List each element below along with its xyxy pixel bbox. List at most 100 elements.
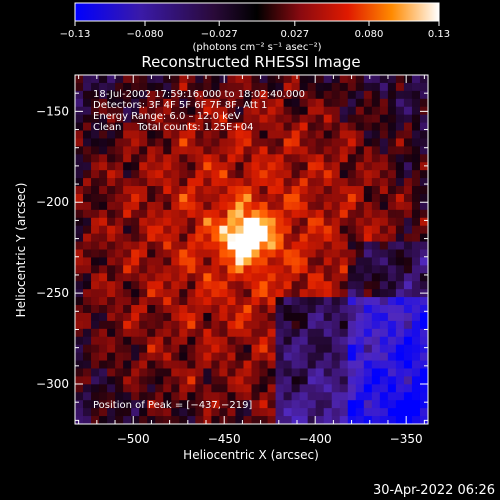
heatmap-cell — [147, 344, 156, 354]
heatmap-cell — [163, 201, 172, 211]
heatmap-cell — [219, 312, 229, 322]
heatmap-cell — [347, 130, 357, 140]
heatmap-cell — [283, 225, 293, 235]
heatmap-cell — [155, 265, 164, 274]
heatmap-cell — [363, 360, 373, 370]
heatmap-cell — [323, 328, 333, 338]
heatmap-cell — [371, 170, 381, 179]
heatmap-cell — [315, 106, 325, 116]
heatmap-cell — [123, 289, 132, 298]
heatmap-cell — [227, 344, 237, 354]
heatmap-cell — [355, 82, 365, 92]
heatmap-cell — [395, 392, 405, 401]
heatmap-cell — [115, 170, 124, 179]
heatmap-cell — [379, 273, 389, 282]
heatmap-cell — [283, 344, 293, 354]
heatmap-cell — [155, 297, 164, 306]
heatmap-cell — [291, 416, 301, 424]
heatmap-cell — [75, 384, 84, 393]
heatmap-cell — [267, 392, 277, 401]
heatmap-cell — [179, 384, 188, 393]
heatmap-cell — [99, 320, 108, 330]
heatmap-cell — [203, 201, 212, 211]
heatmap-cell — [115, 360, 124, 370]
heatmap-cell — [155, 416, 164, 424]
heatmap-cell — [91, 178, 100, 187]
heatmap-cell — [387, 201, 397, 211]
heatmap-cell — [259, 114, 269, 124]
heatmap-cell — [339, 138, 349, 147]
heatmap-cell — [219, 154, 229, 163]
heatmap-cell — [371, 320, 381, 330]
heatmap-cell — [115, 178, 124, 187]
heatmap-cell — [403, 209, 413, 219]
heatmap-cell — [75, 360, 84, 370]
heatmap-cell — [331, 90, 341, 100]
heatmap-cell — [419, 201, 428, 211]
heatmap-cell — [283, 408, 293, 417]
heatmap-cell — [235, 281, 245, 290]
heatmap-cell — [267, 225, 277, 235]
heatmap-cell — [155, 281, 164, 290]
heatmap-cell — [171, 368, 180, 378]
heatmap-cell — [131, 344, 140, 354]
heatmap-cell — [91, 146, 100, 155]
heatmap-cell — [107, 138, 116, 147]
heatmap-cell — [387, 376, 397, 385]
heatmap-cell — [355, 384, 365, 393]
heatmap-cell — [131, 312, 140, 322]
heatmap-cell — [219, 392, 229, 401]
heatmap-cell — [251, 328, 261, 338]
heatmap-cell — [419, 320, 428, 330]
heatmap-cell — [379, 368, 389, 378]
heatmap-cell — [387, 400, 397, 409]
heatmap-cell — [75, 217, 84, 227]
heatmap-cell — [339, 146, 349, 155]
heatmap-cell — [123, 249, 132, 259]
heatmap-cell — [363, 368, 373, 378]
heatmap-cell — [315, 138, 325, 147]
heatmap-cell — [347, 241, 357, 251]
heatmap-cell — [75, 273, 84, 282]
heatmap-cell — [235, 257, 245, 266]
heatmap-cell — [363, 193, 373, 203]
heatmap-cell — [107, 328, 116, 338]
heatmap-cell — [147, 312, 156, 322]
heatmap-cell — [211, 376, 221, 385]
heatmap-cell — [403, 344, 413, 354]
heatmap-cell — [155, 217, 164, 227]
heatmap-cell — [203, 336, 212, 346]
heatmap-cell — [315, 178, 325, 187]
heatmap-cell — [323, 344, 333, 354]
heatmap-cell — [403, 281, 413, 290]
heatmap-cell — [387, 114, 397, 124]
heatmap-cell — [91, 297, 100, 306]
heatmap-cell — [75, 320, 84, 330]
heatmap-cell — [235, 400, 245, 409]
heatmap-cell — [107, 130, 116, 140]
heatmap-cell — [347, 384, 357, 393]
heatmap-cell — [123, 75, 132, 84]
heatmap-cell — [211, 416, 221, 424]
heatmap-cell — [235, 138, 245, 147]
heatmap-cell — [227, 241, 237, 251]
heatmap-cell — [419, 233, 428, 243]
axis-ticks: −500 −450 −400 −350−300−250−200−150 — [36, 74, 428, 446]
heatmap-cell — [115, 289, 124, 298]
heatmap-cell — [387, 273, 397, 282]
heatmap-cell — [339, 162, 349, 171]
heatmap-cell — [299, 225, 309, 235]
heatmap-cell — [275, 384, 285, 393]
heatmap-cell — [195, 154, 204, 163]
heatmap-cell — [115, 138, 124, 147]
heatmap-cell — [147, 98, 156, 108]
heatmap-cell — [331, 201, 341, 211]
heatmap-cell — [163, 75, 172, 84]
heatmap-cell — [419, 273, 428, 282]
heatmap-cell — [219, 146, 229, 155]
heatmap-cell — [323, 178, 333, 187]
heatmap-cell — [155, 249, 164, 259]
heatmap-cell — [251, 146, 261, 155]
heatmap-cell — [411, 114, 421, 124]
heatmap-cell — [147, 122, 156, 132]
